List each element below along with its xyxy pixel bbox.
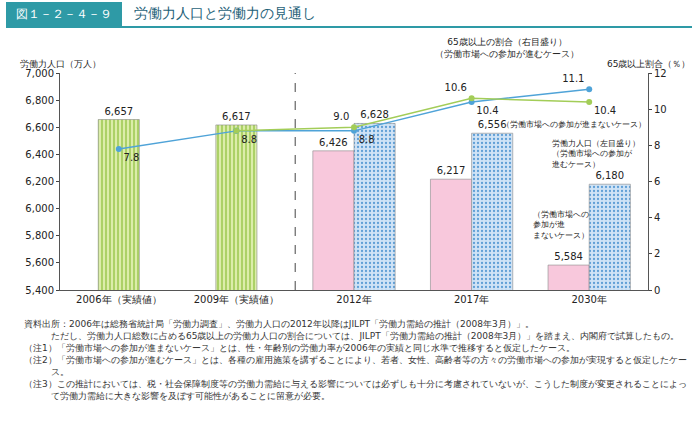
html-text:（注2）「労働市場への参加が進むケース」とは、各種の雇用施策: （注2）「労働市場への参加が進むケース」とは、各種の雇用施策を講ずることにより、…	[24, 355, 687, 377]
svg-text:（労働市場への参加が進まないケース）: （労働市場への参加が進まないケース）	[502, 120, 646, 129]
html-text:図１－２－４－９: 図１－２－４－９	[16, 7, 112, 21]
svg-text:10.4: 10.4	[476, 105, 498, 116]
svg-text:2012年: 2012年	[336, 294, 371, 305]
svg-text:6,426: 6,426	[319, 137, 348, 148]
svg-text:65歳以上割合（％）: 65歳以上割合（％）	[607, 59, 690, 69]
svg-text:11.1: 11.1	[562, 73, 584, 84]
svg-text:12: 12	[654, 68, 667, 79]
svg-text:6,556: 6,556	[478, 119, 507, 130]
svg-text:8.8: 8.8	[241, 134, 257, 145]
svg-text:10.6: 10.6	[445, 82, 467, 93]
svg-text:（労働市場への参加が進まないケース）: （労働市場への参加が進まないケース）	[533, 210, 589, 240]
svg-text:2009年（実績値）: 2009年（実績値）	[194, 294, 279, 305]
svg-text:2030年: 2030年	[571, 294, 606, 305]
svg-text:8: 8	[654, 140, 660, 151]
svg-text:7.8: 7.8	[124, 152, 140, 163]
svg-text:労働力人口（左目盛り）（労働市場への参加が進むケース）: 労働力人口（左目盛り）（労働市場への参加が進むケース）	[552, 139, 640, 169]
svg-text:6,800: 6,800	[25, 95, 54, 106]
svg-text:5,600: 5,600	[25, 257, 54, 268]
svg-text:2006年（実績値）: 2006年（実績値）	[76, 294, 161, 305]
svg-text:6,628: 6,628	[360, 109, 389, 120]
svg-text:9.0: 9.0	[333, 111, 349, 122]
svg-text:10: 10	[654, 104, 667, 115]
svg-text:5,400: 5,400	[25, 285, 54, 296]
svg-text:労働力人口（万人）: 労働力人口（万人）	[20, 59, 101, 69]
svg-text:2017年: 2017年	[454, 294, 489, 305]
svg-text:6,000: 6,000	[25, 203, 54, 214]
svg-text:10.4: 10.4	[594, 105, 616, 116]
svg-text:6: 6	[654, 176, 660, 187]
html-text:資料出所：2006年は総務省統計局「労働力調査」、労働力人口: 資料出所：2006年は総務省統計局「労働力調査」、労働力人口の2012年以降はJ…	[24, 319, 534, 329]
html-text:（注3）この推計においては、税・社会保障制度等の労働力需給に: （注3）この推計においては、税・社会保障制度等の労働力需給に与える影響については…	[24, 379, 687, 401]
svg-text:6,657: 6,657	[104, 106, 133, 117]
html-text:（注1）「労働市場への参加が進まないケース」とは、性・年齢別: （注1）「労働市場への参加が進まないケース」とは、性・年齢別の労働力率が2006…	[24, 343, 575, 353]
svg-text:6,200: 6,200	[25, 176, 54, 187]
svg-text:5,800: 5,800	[25, 230, 54, 241]
svg-text:6,600: 6,600	[25, 122, 54, 133]
svg-text:6,617: 6,617	[222, 111, 251, 122]
svg-text:8.8: 8.8	[359, 134, 375, 145]
svg-text:65歳以上の割合（右目盛り）（労働市場への参加が進むケース）: 65歳以上の割合（右目盛り）（労働市場への参加が進むケース）	[435, 37, 579, 59]
svg-text:2: 2	[654, 248, 660, 259]
svg-text:5,584: 5,584	[554, 251, 583, 262]
svg-text:7,000: 7,000	[25, 68, 54, 79]
svg-text:6,400: 6,400	[25, 149, 54, 160]
svg-text:0: 0	[654, 285, 660, 296]
svg-text:4: 4	[654, 212, 660, 223]
html-text:労働力人口と労働力の見通し: 労働力人口と労働力の見通し	[134, 5, 316, 21]
svg-text:6,217: 6,217	[437, 165, 466, 176]
html-text:ただし、労働力人口総数に占める65歳以上の労働力人口の割合に: ただし、労働力人口総数に占める65歳以上の労働力人口の割合については、JILPT…	[51, 331, 680, 341]
svg-text:6,180: 6,180	[595, 170, 624, 181]
